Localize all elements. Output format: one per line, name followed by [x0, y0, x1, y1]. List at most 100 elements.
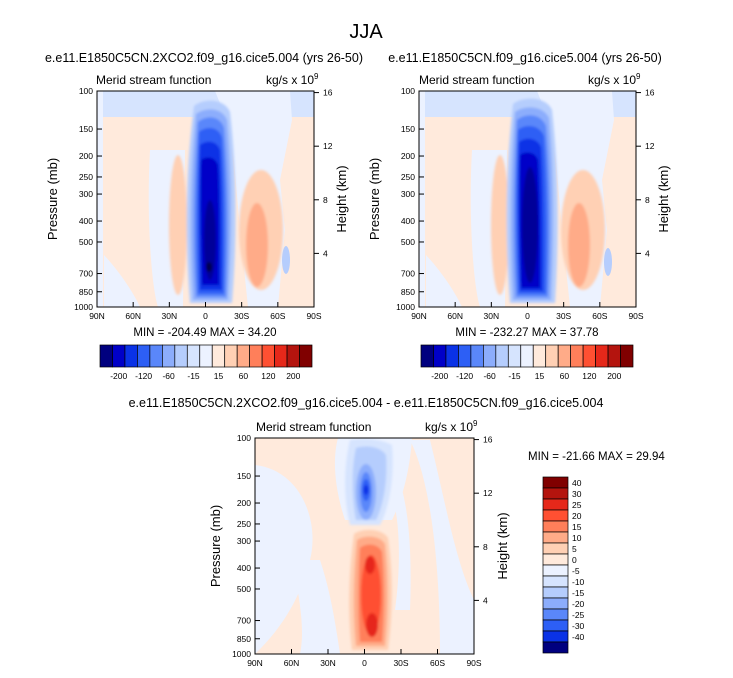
x-tick-label: 30S [556, 311, 571, 321]
x-tick-label: 90N [89, 311, 105, 321]
colorbar-swatch [286, 344, 300, 368]
figure-title: JJA [349, 21, 383, 43]
y-tick-label: 1000 [232, 649, 251, 659]
colorbar-swatch [607, 344, 621, 368]
y-tick-label: 300 [401, 189, 415, 199]
colorbar-swatch [542, 619, 569, 632]
colorbar-swatch [507, 344, 522, 368]
y-tick-label: 850 [79, 287, 93, 297]
x-tick-label: 30N [162, 311, 178, 321]
units-label: kg/s x 109 [266, 72, 319, 87]
colorbar-swatch [520, 344, 534, 368]
colorbar-label: -120 [456, 371, 473, 381]
y2-tick-label: 12 [483, 488, 493, 498]
colorbar-swatch [249, 344, 263, 368]
y2-tick-label: 4 [645, 248, 650, 258]
colorbar-swatch [137, 344, 151, 368]
colorbar-swatch [112, 344, 126, 368]
y-tick-label: 250 [401, 172, 415, 182]
panel-diff: e.e11.E1850C5CN.2XCO2.f09_g16.cice5.004 … [129, 396, 666, 668]
colorbar-swatch [186, 344, 201, 368]
y2-tick-label: 8 [323, 195, 328, 205]
y-tick-label: 100 [79, 86, 93, 96]
stats-label: MIN = -232.27 MAX = 37.78 [455, 327, 598, 339]
y2-tick-label: 4 [483, 595, 488, 605]
y2-tick-label: 4 [323, 248, 328, 258]
y-tick-label: 1000 [396, 302, 415, 312]
y-tick-label: 850 [237, 634, 251, 644]
colorbar-swatch [542, 476, 569, 489]
y-tick-label: 500 [237, 584, 251, 594]
x-tick-label: 30N [320, 658, 336, 668]
colorbar-swatch [236, 344, 250, 368]
colorbar-label: -25 [572, 610, 585, 620]
colorbar-label: 15 [214, 371, 224, 381]
colorbar-label: -200 [110, 371, 127, 381]
colorbar-swatch [542, 498, 569, 511]
colorbar-swatch [545, 344, 559, 368]
colorbar-swatch [582, 344, 596, 368]
colorbar-swatch [595, 344, 609, 368]
colorbar-label: 40 [572, 478, 582, 488]
colorbar-label: 20 [572, 511, 582, 521]
colorbar-swatch [162, 344, 176, 368]
colorbar-swatch [542, 487, 569, 500]
colorbar-label: -60 [483, 371, 496, 381]
colorbar-swatch [299, 344, 313, 368]
panel-subtitle: Merid stream function [256, 420, 371, 434]
x-tick-label: 90S [466, 658, 481, 668]
colorbar-label: -10 [572, 577, 585, 587]
y2-tick-label: 12 [323, 141, 333, 151]
colorbar-swatch [420, 344, 434, 368]
colorbar-label: -40 [572, 632, 585, 642]
y-tick-label: 850 [401, 287, 415, 297]
colorbar-label: -15 [508, 371, 521, 381]
colorbar-swatch [199, 344, 213, 368]
colorbar-label: -5 [572, 566, 580, 576]
x-tick-label: 60N [284, 658, 300, 668]
colorbar-label: -60 [162, 371, 175, 381]
x-tick-label: 30S [393, 658, 408, 668]
x-tick-label: 90N [247, 658, 263, 668]
stats-label: MIN = -204.49 MAX = 34.20 [133, 327, 276, 339]
y-axis-label: Pressure (mb) [367, 158, 382, 240]
colorbar-swatch [542, 553, 569, 566]
stats-label: MIN = -21.66 MAX = 29.94 [528, 451, 665, 463]
y-tick-label: 100 [401, 86, 415, 96]
x-tick-label: 30S [234, 311, 249, 321]
colorbar-swatch [99, 344, 113, 368]
colorbar-label: -120 [135, 371, 152, 381]
colorbar-ctrl2x: -200 -120 -60 -15 15 60 120 200 [99, 344, 313, 381]
panel-ctrl: e.e11.E1850C5CN.f09_g16.cice5.004 (yrs 2… [367, 51, 671, 339]
y-tick-label: 400 [79, 216, 93, 226]
y2-tick-label: 16 [483, 435, 493, 445]
y-tick-label: 1000 [74, 302, 93, 312]
colorbar-swatch [557, 344, 571, 368]
colorbar-swatch [483, 344, 497, 368]
colorbar-swatch [620, 344, 634, 368]
y2-tick-label: 16 [323, 88, 333, 98]
panel-title: e.e11.E1850C5CN.f09_g16.cice5.004 (yrs 2… [388, 51, 662, 65]
units-label: kg/s x 109 [588, 72, 641, 87]
colorbar-label: 15 [535, 371, 545, 381]
y-tick-label: 250 [237, 519, 251, 529]
y-tick-label: 150 [237, 471, 251, 481]
y2-axis-label: Height (km) [495, 512, 510, 579]
colorbar-swatch [542, 531, 569, 544]
x-tick-label: 60S [430, 658, 445, 668]
colorbar-ctrl: -200 -120 -60 -15 15 60 120 200 [420, 344, 634, 381]
colorbar-label: -15 [187, 371, 200, 381]
colorbar-swatch [542, 542, 569, 555]
colorbar-label: 30 [572, 489, 582, 499]
colorbar-label: -200 [431, 371, 448, 381]
colorbar-label: 60 [560, 371, 570, 381]
colorbar-swatch [542, 608, 569, 621]
y-tick-label: 500 [401, 237, 415, 247]
colorbar-swatch [149, 344, 163, 368]
y2-tick-label: 12 [645, 141, 655, 151]
x-tick-label: 60S [270, 311, 285, 321]
colorbar-swatch [495, 344, 509, 368]
y2-tick-label: 8 [483, 542, 488, 552]
x-tick-label: 60N [447, 311, 463, 321]
